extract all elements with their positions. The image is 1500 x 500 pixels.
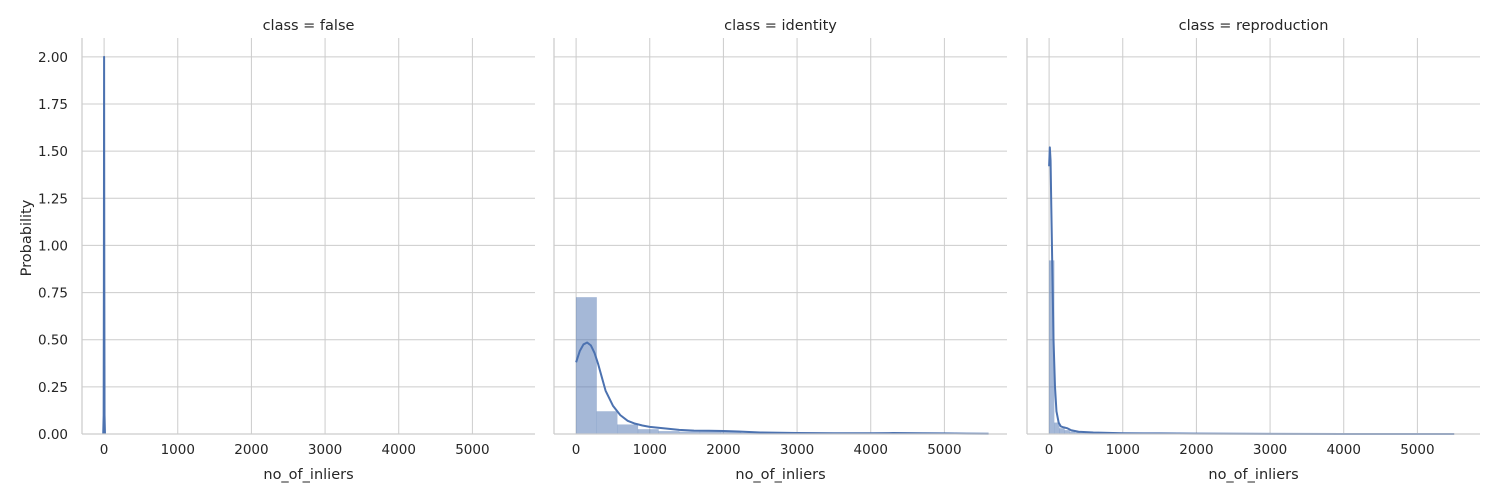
x-axis-title: no_of_inliers: [263, 467, 353, 483]
x-tick-label: 4000: [1327, 442, 1361, 458]
x-tick-label: 3000: [308, 442, 342, 458]
y-tick-label: 1.00: [38, 238, 68, 254]
panel-title: class = identity: [724, 18, 837, 34]
x-tick-label: 5000: [927, 442, 961, 458]
y-tick-label: 1.25: [38, 191, 68, 207]
x-tick-label: 1000: [1106, 442, 1140, 458]
y-tick-label: 0.50: [38, 333, 68, 349]
panel-1: 0 1000 2000 3000 4000 5000 no_of_inliers class …: [553, 18, 1007, 483]
x-tick-label: 2000: [234, 442, 268, 458]
x-tick-label: 3000: [780, 442, 814, 458]
kde-line: [1048, 146, 1455, 435]
x-tick-label: 3000: [1253, 442, 1287, 458]
panel-0: 0 1000 2000 3000 4000 5000 0.00 0.25 0.50 0.75 1.0…: [38, 18, 535, 483]
x-tick-label: 4000: [854, 442, 888, 458]
x-tick-label: 2000: [706, 442, 740, 458]
y-tick-label: 2.00: [38, 50, 68, 66]
x-axis-title: no_of_inliers: [1208, 467, 1298, 483]
histogram-bar: [596, 411, 618, 435]
histogram-bar: [617, 424, 639, 435]
x-tick-label: 2000: [1179, 442, 1213, 458]
histogram-bar: [1059, 428, 1065, 435]
x-tick-label: 1000: [633, 442, 667, 458]
x-tick-label: 0: [100, 442, 109, 458]
x-tick-label: 0: [1045, 442, 1054, 458]
histogram-bar: [575, 297, 597, 435]
x-tick-label: 4000: [382, 442, 416, 458]
y-axis-title: Probability: [19, 199, 35, 276]
y-tick-label: 0.00: [38, 427, 68, 443]
panel-title: class = reproduction: [1179, 18, 1329, 34]
kde-line: [102, 55, 106, 435]
y-tick-label: 0.25: [38, 380, 68, 396]
panel-2: 0 1000 2000 3000 4000 5000 no_of_inliers class …: [1026, 18, 1480, 483]
x-tick-label: 1000: [161, 442, 195, 458]
y-tick-label: 1.50: [38, 144, 68, 160]
histogram-bar: [637, 429, 659, 435]
kde-line: [575, 341, 989, 435]
y-tick-label: 0.75: [38, 286, 68, 302]
x-axis-title: no_of_inliers: [735, 467, 825, 483]
x-tick-label: 5000: [455, 442, 489, 458]
panel-title: class = false: [263, 18, 355, 34]
x-tick-label: 0: [572, 442, 581, 458]
y-tick-label: 1.75: [38, 97, 68, 113]
x-tick-label: 5000: [1400, 442, 1434, 458]
